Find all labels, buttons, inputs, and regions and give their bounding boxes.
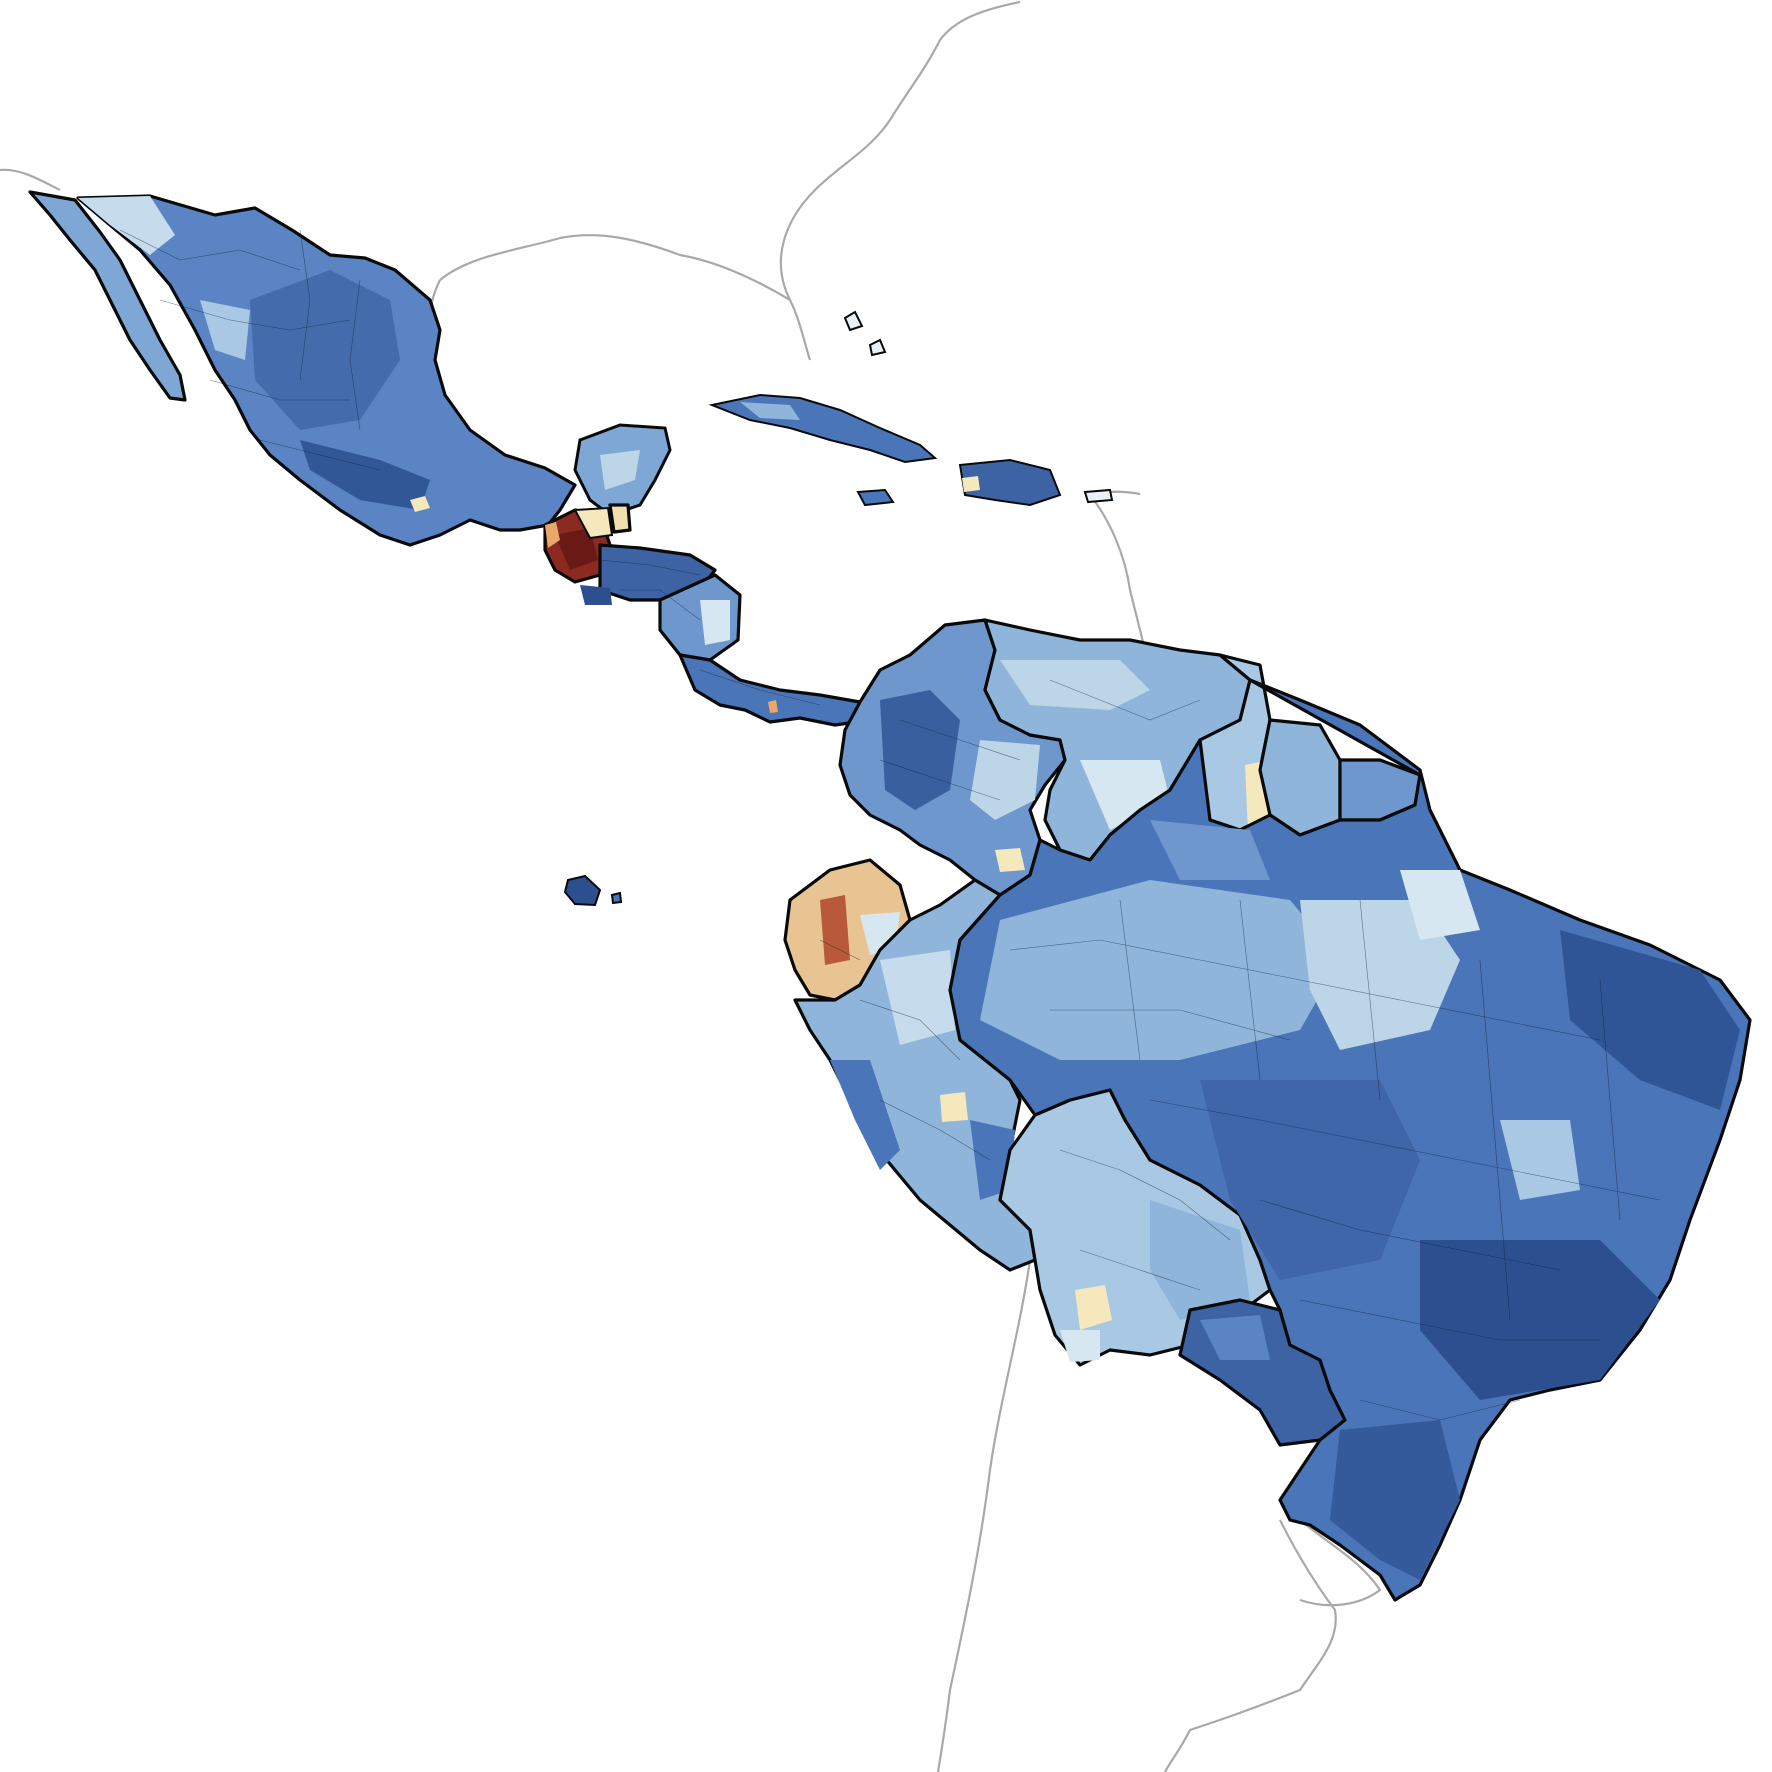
southern-cone-east-coast (1164, 1519, 1337, 1772)
brazil-south-dark (1330, 1420, 1460, 1580)
panama-orange-dot (768, 700, 778, 713)
nicaragua-light (700, 600, 730, 645)
galapagos (563, 874, 602, 907)
jamaica (856, 488, 895, 507)
mexico-north-light (78, 196, 175, 255)
baja-california (28, 190, 187, 402)
yucatan-light (600, 450, 640, 490)
context-coastlines (0, 0, 1382, 1772)
venezuela-north-light (1000, 660, 1150, 710)
brazil-para-lightest (1400, 870, 1480, 940)
caribbean-islands (563, 310, 1114, 907)
country-central-america (543, 503, 872, 727)
mexico-interior-mid (250, 270, 400, 430)
brazil-amazon-light (980, 880, 1340, 1060)
country-mexico (28, 190, 672, 547)
costa-rica-panama (678, 653, 872, 727)
mexico-pocket-cream (410, 496, 430, 512)
brazil-northeast-dark (1560, 930, 1740, 1110)
peru-cream-pocket (940, 1092, 968, 1122)
brazil-center-mid (1200, 1080, 1420, 1280)
peru-north-light (880, 950, 955, 1045)
ecuador-red-streak (820, 895, 850, 965)
bolivia-cream (1075, 1285, 1112, 1330)
bolivia-mid-blue (1150, 1200, 1250, 1320)
peru-coast-dark (830, 1060, 900, 1170)
lesser-antilles-context (1089, 494, 1147, 651)
small-island-1 (610, 891, 623, 905)
guatemala-north-cream (573, 506, 614, 540)
puerto-rico (1083, 488, 1114, 504)
colombia-cream (995, 848, 1025, 872)
hispaniola (958, 458, 1062, 507)
usa-gulf-coast (439, 234, 812, 361)
brazil-north-mid (1150, 820, 1270, 880)
mexico-south-dark (300, 440, 430, 510)
el-salvador-dark (580, 585, 612, 605)
country-south-america (783, 618, 1752, 1602)
bahamas-keys (843, 310, 864, 332)
guatemala-red-core (555, 528, 598, 570)
belize (608, 503, 632, 534)
bolivia-south-light (1060, 1330, 1100, 1362)
usa-atlantic-coast (779, 0, 1021, 301)
brazil-southeast-dark (1420, 1240, 1660, 1400)
southern-cone-west-coast (936, 1259, 1032, 1772)
hispaniola-cream (962, 476, 980, 492)
venezuela-south-lighter (1080, 760, 1170, 830)
guatemala-orange-ring (545, 522, 560, 548)
cuba-light (740, 402, 800, 420)
bahamas-keys-2 (868, 338, 887, 357)
uruguay-context (1299, 1519, 1382, 1607)
colombia-east-light (970, 740, 1040, 820)
paraguay-light (1200, 1315, 1270, 1360)
